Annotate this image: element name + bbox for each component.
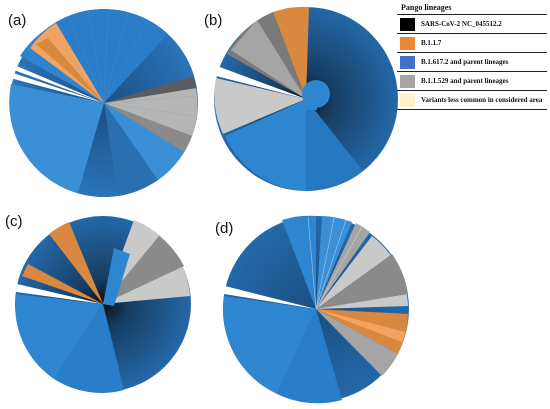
panel-label-a: (a): [8, 12, 27, 29]
legend-label: B.1.617.2 and parent lineages: [421, 58, 509, 66]
legend-swatch: [400, 17, 415, 31]
panel-label-d: (d): [215, 220, 234, 237]
legend-label: Variants less common in considered area: [421, 96, 543, 104]
legend-swatch: [400, 36, 415, 50]
legend: Pango lineages SARS-CoV-2 NC_045512.2 B.…: [397, 2, 547, 110]
panel-label-b: (b): [204, 12, 223, 29]
legend-label: B.1.1.7: [421, 39, 442, 47]
legend-swatch: [400, 74, 415, 88]
legend-item-b11529: B.1.1.529 and parent lineages: [397, 72, 547, 91]
legend-item-other: Variants less common in considered area: [397, 91, 547, 110]
legend-title: Pango lineages: [397, 2, 547, 15]
legend-swatch: [400, 55, 415, 69]
panel-label-c: (c): [5, 213, 23, 230]
phylo-tree-d: [223, 215, 409, 404]
phylo-tree-b: [214, 6, 398, 191]
phylo-tree-c: [15, 216, 191, 393]
legend-label: SARS-CoV-2 NC_045512.2: [421, 20, 502, 28]
legend-label: B.1.1.529 and parent lineages: [421, 77, 509, 85]
phylo-tree-a: [9, 8, 198, 197]
legend-item-reference: SARS-CoV-2 NC_045512.2: [397, 15, 547, 34]
legend-item-b16172: B.1.617.2 and parent lineages: [397, 53, 547, 72]
legend-item-b117: B.1.1.7: [397, 34, 547, 53]
legend-swatch: [400, 93, 415, 107]
